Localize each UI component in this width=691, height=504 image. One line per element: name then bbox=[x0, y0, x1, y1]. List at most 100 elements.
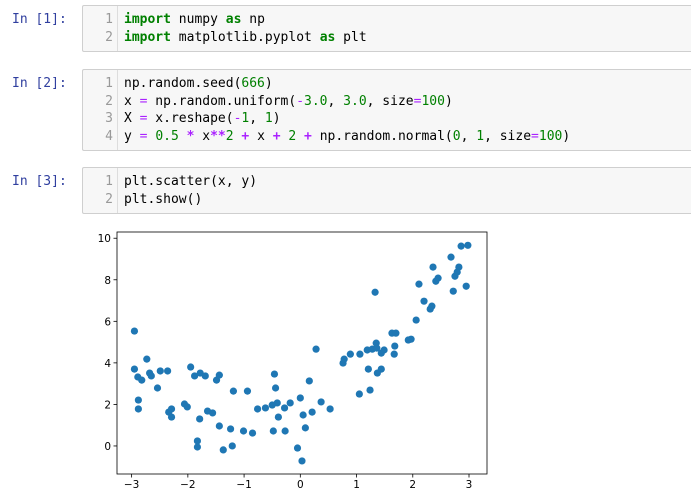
code-cell[interactable]: 1 2 3 4 np.random.seed(666) x = np.random.uni… bbox=[82, 69, 691, 151]
scatter-point bbox=[296, 394, 304, 402]
scatter-point bbox=[253, 405, 262, 413]
scatter-point bbox=[392, 329, 400, 337]
scatter-point bbox=[215, 422, 223, 430]
code-token: * bbox=[186, 128, 195, 144]
code-line: plt.scatter(x, y) bbox=[124, 173, 691, 191]
code-token: - bbox=[233, 111, 242, 126]
code-cell[interactable]: 1 2 import numpy as np import matplotlib.py… bbox=[82, 5, 691, 52]
code-token: 0 bbox=[452, 128, 461, 144]
scatter-point bbox=[193, 443, 202, 451]
code-token: 666 bbox=[241, 76, 265, 91]
code-token: , size bbox=[366, 93, 414, 109]
code-token: ) bbox=[264, 76, 273, 91]
scatter-point bbox=[280, 404, 289, 412]
scatter-point bbox=[270, 370, 279, 378]
code-token: 1 bbox=[476, 128, 485, 144]
y-tick-label: 0 bbox=[104, 441, 111, 453]
scatter-point bbox=[215, 371, 223, 379]
scatter-point bbox=[153, 384, 162, 392]
code-line: np.random.seed(666) bbox=[124, 75, 691, 93]
scatter-point bbox=[130, 327, 139, 335]
code-token: np.random.normal( bbox=[311, 128, 453, 144]
line-number: 2 bbox=[105, 93, 113, 109]
code: plt.scatter(x, y) plt.show() bbox=[124, 173, 691, 208]
gutter-border bbox=[117, 168, 118, 213]
code-line: import numpy as np bbox=[124, 11, 691, 29]
scatter-point bbox=[356, 350, 364, 358]
code-token: - bbox=[296, 93, 305, 109]
code-token: as bbox=[319, 29, 336, 45]
y-tick-label: 4 bbox=[104, 358, 111, 370]
code: np.random.seed(666) x = np.random.uniform… bbox=[124, 75, 691, 145]
scatter-point bbox=[462, 282, 470, 290]
scatter-point bbox=[312, 345, 320, 353]
scatter-point bbox=[271, 384, 280, 392]
code-token: 3.0 bbox=[343, 93, 367, 109]
scatter-point bbox=[273, 399, 281, 407]
code-token: 100 bbox=[538, 128, 563, 144]
code-token: = bbox=[139, 93, 148, 109]
scatter-point bbox=[243, 387, 252, 395]
code-token: ) bbox=[562, 128, 571, 144]
code-token: np.random.uniform( bbox=[147, 93, 297, 109]
scatter-point bbox=[298, 457, 306, 465]
scatter-point bbox=[147, 372, 155, 380]
line-numbers: 1 2 3 4 bbox=[83, 75, 113, 145]
scatter-point bbox=[390, 350, 398, 358]
scatter-point bbox=[364, 365, 372, 373]
x-tick-label: 2 bbox=[409, 479, 416, 491]
code-token: y bbox=[124, 128, 140, 144]
scatter-point bbox=[134, 396, 142, 404]
scatter-point bbox=[208, 409, 217, 417]
scatter-point bbox=[415, 280, 423, 288]
scatter-point bbox=[190, 372, 199, 380]
scatter-point bbox=[434, 274, 442, 282]
line-number: 1 bbox=[105, 76, 113, 91]
code-line: plt.show() bbox=[124, 191, 691, 209]
scatter-point bbox=[156, 367, 164, 375]
scatter-point bbox=[429, 263, 437, 271]
code-token: , bbox=[249, 111, 265, 126]
scatter-point bbox=[317, 398, 325, 406]
code-line: x = np.random.uniform(-3.0, 3.0, size=10… bbox=[124, 93, 691, 111]
code-token: as bbox=[225, 12, 242, 27]
code-line: y = 0.5 * x**2 + x + 2 + np.random.norma… bbox=[124, 128, 691, 146]
cell-prompt: In [3]: bbox=[12, 174, 67, 189]
line-number: 1 bbox=[105, 174, 113, 189]
scatter-point bbox=[229, 387, 237, 395]
x-tick-label: 0 bbox=[297, 479, 304, 491]
code-token: , size bbox=[484, 128, 532, 144]
code-token: 1 bbox=[241, 111, 250, 126]
code-line: import matplotlib.pyplot as plt bbox=[124, 29, 691, 47]
x-tick-label: 1 bbox=[353, 479, 360, 491]
code-token: = bbox=[139, 128, 148, 144]
code-cell[interactable]: 1 2 plt.scatter(x, y) plt.show() bbox=[82, 167, 691, 214]
code-token: np bbox=[241, 12, 265, 27]
code-token: import bbox=[124, 29, 171, 45]
code: import numpy as np import matplotlib.pypl… bbox=[124, 11, 691, 46]
code-token: np.random.seed( bbox=[124, 76, 242, 91]
scatter-point bbox=[371, 288, 379, 296]
y-tick-label: 2 bbox=[104, 399, 111, 411]
y-tick-label: 10 bbox=[98, 233, 111, 245]
code-token: + bbox=[241, 128, 250, 144]
scatter-point bbox=[301, 424, 309, 432]
cell-prompt: In [1]: bbox=[12, 12, 67, 27]
scatter-point bbox=[340, 355, 348, 363]
x-tick-label: −1 bbox=[236, 479, 251, 491]
code-token: x bbox=[124, 93, 140, 109]
scatter-point bbox=[464, 241, 472, 249]
scatter-point bbox=[346, 350, 354, 358]
scatter-point bbox=[261, 404, 270, 412]
scatter-point bbox=[187, 363, 195, 371]
line-number: 3 bbox=[105, 111, 113, 126]
line-number: 2 bbox=[105, 29, 113, 45]
x-tick-label: −2 bbox=[180, 479, 195, 491]
code-token: + bbox=[304, 128, 312, 144]
scatter-point bbox=[407, 335, 415, 343]
scatter-point bbox=[326, 405, 334, 413]
code-token: , bbox=[460, 128, 477, 144]
